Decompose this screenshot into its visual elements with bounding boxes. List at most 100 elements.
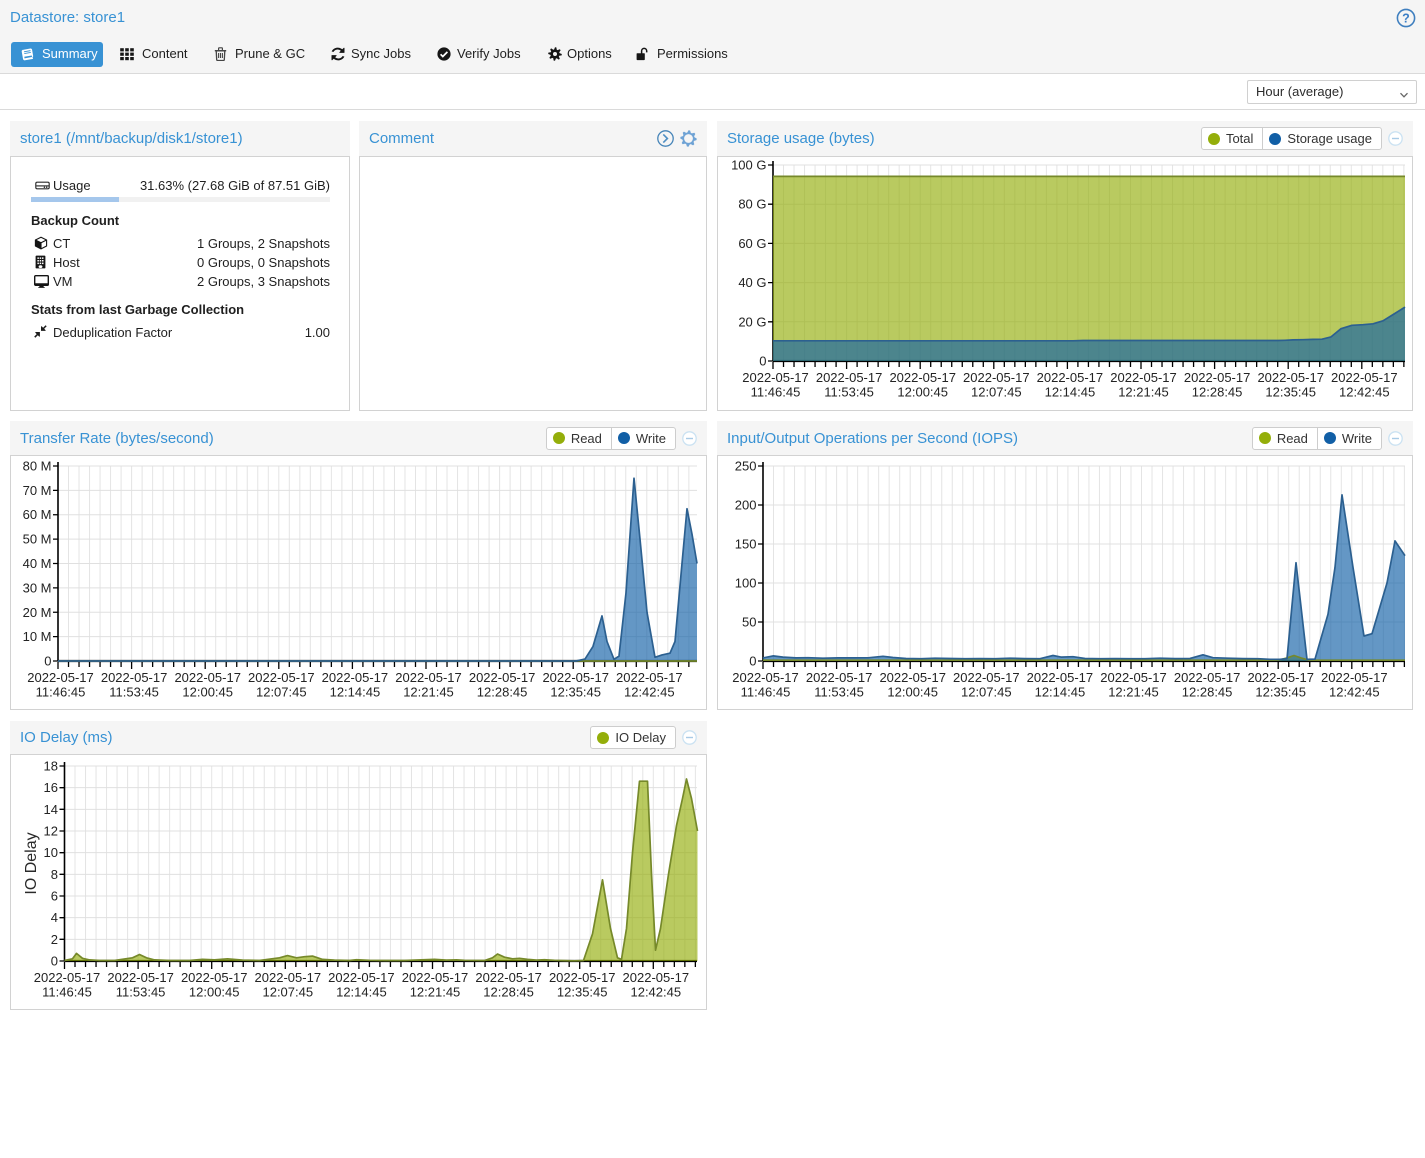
svg-text:2022-05-17: 2022-05-17 bbox=[1184, 370, 1251, 385]
svg-text:2022-05-17: 2022-05-17 bbox=[395, 670, 462, 685]
svg-text:2022-05-17: 2022-05-17 bbox=[469, 670, 536, 685]
svg-text:2022-05-17: 2022-05-17 bbox=[953, 670, 1020, 685]
svg-text:12:07:45: 12:07:45 bbox=[971, 385, 1022, 400]
svg-text:2022-05-17: 2022-05-17 bbox=[248, 670, 315, 685]
svg-text:12:28:45: 12:28:45 bbox=[1182, 685, 1233, 700]
svg-text:14: 14 bbox=[44, 802, 58, 817]
svg-text:2022-05-17: 2022-05-17 bbox=[1027, 670, 1094, 685]
svg-text:2022-05-17: 2022-05-17 bbox=[27, 670, 94, 685]
svg-text:11:46:45: 11:46:45 bbox=[36, 685, 86, 700]
svg-text:80 M: 80 M bbox=[23, 459, 52, 474]
svg-text:?: ? bbox=[1402, 12, 1410, 26]
svg-text:12:07:45: 12:07:45 bbox=[262, 985, 313, 1000]
svg-text:70 M: 70 M bbox=[23, 483, 52, 498]
svg-text:11:53:45: 11:53:45 bbox=[814, 685, 864, 700]
svg-text:2022-05-17: 2022-05-17 bbox=[101, 670, 168, 685]
svg-text:2022-05-17: 2022-05-17 bbox=[1037, 370, 1104, 385]
svg-text:12:14:45: 12:14:45 bbox=[330, 685, 381, 700]
svg-text:12:28:45: 12:28:45 bbox=[483, 985, 534, 1000]
svg-text:2022-05-17: 2022-05-17 bbox=[816, 370, 883, 385]
svg-text:12:28:45: 12:28:45 bbox=[477, 685, 528, 700]
svg-text:2022-05-17: 2022-05-17 bbox=[181, 970, 248, 985]
svg-text:20 G: 20 G bbox=[738, 314, 766, 329]
svg-text:150: 150 bbox=[735, 537, 757, 552]
svg-text:2022-05-17: 2022-05-17 bbox=[402, 970, 469, 985]
svg-text:12:14:45: 12:14:45 bbox=[1035, 685, 1086, 700]
svg-text:12:07:45: 12:07:45 bbox=[256, 685, 307, 700]
svg-text:11:46:45: 11:46:45 bbox=[741, 685, 791, 700]
svg-text:60 G: 60 G bbox=[738, 236, 766, 251]
svg-text:0: 0 bbox=[44, 654, 51, 669]
svg-text:30 M: 30 M bbox=[23, 580, 52, 595]
svg-text:12:42:45: 12:42:45 bbox=[1339, 385, 1390, 400]
svg-text:200: 200 bbox=[735, 498, 757, 513]
svg-text:2022-05-17: 2022-05-17 bbox=[623, 970, 690, 985]
svg-text:2022-05-17: 2022-05-17 bbox=[475, 970, 542, 985]
svg-text:12:00:45: 12:00:45 bbox=[182, 685, 233, 700]
svg-text:40 M: 40 M bbox=[23, 556, 52, 571]
svg-text:11:53:45: 11:53:45 bbox=[824, 385, 874, 400]
svg-text:2022-05-17: 2022-05-17 bbox=[1331, 370, 1398, 385]
svg-text:2022-05-17: 2022-05-17 bbox=[542, 670, 609, 685]
svg-text:12: 12 bbox=[44, 824, 58, 839]
svg-text:12:21:45: 12:21:45 bbox=[410, 985, 461, 1000]
svg-text:12:35:45: 12:35:45 bbox=[550, 685, 601, 700]
svg-text:11:53:45: 11:53:45 bbox=[116, 985, 166, 1000]
svg-text:10: 10 bbox=[44, 845, 58, 860]
svg-text:IO Delay: IO Delay bbox=[23, 832, 40, 894]
svg-text:100: 100 bbox=[735, 576, 757, 591]
svg-text:12:00:45: 12:00:45 bbox=[189, 985, 240, 1000]
svg-text:12:07:45: 12:07:45 bbox=[961, 685, 1012, 700]
svg-text:2022-05-17: 2022-05-17 bbox=[806, 670, 873, 685]
svg-text:11:53:45: 11:53:45 bbox=[109, 685, 159, 700]
svg-text:2022-05-17: 2022-05-17 bbox=[549, 970, 616, 985]
svg-text:12:42:45: 12:42:45 bbox=[630, 985, 681, 1000]
svg-text:2022-05-17: 2022-05-17 bbox=[879, 670, 946, 685]
svg-text:20 M: 20 M bbox=[23, 605, 52, 620]
svg-text:2022-05-17: 2022-05-17 bbox=[616, 670, 683, 685]
svg-text:2022-05-17: 2022-05-17 bbox=[107, 970, 174, 985]
svg-text:2022-05-17: 2022-05-17 bbox=[322, 670, 389, 685]
svg-text:2022-05-17: 2022-05-17 bbox=[1257, 370, 1324, 385]
svg-text:12:14:45: 12:14:45 bbox=[336, 985, 387, 1000]
svg-text:4: 4 bbox=[51, 910, 58, 925]
svg-text:2022-05-17: 2022-05-17 bbox=[1174, 670, 1241, 685]
svg-text:12:00:45: 12:00:45 bbox=[897, 385, 948, 400]
svg-text:50 M: 50 M bbox=[23, 532, 52, 547]
svg-text:12:14:45: 12:14:45 bbox=[1045, 385, 1096, 400]
svg-text:8: 8 bbox=[51, 867, 58, 882]
svg-text:80 G: 80 G bbox=[738, 197, 766, 212]
svg-text:0: 0 bbox=[759, 354, 766, 369]
svg-text:50: 50 bbox=[742, 615, 756, 630]
svg-text:10 M: 10 M bbox=[23, 629, 52, 644]
svg-text:12:00:45: 12:00:45 bbox=[887, 685, 938, 700]
svg-text:2022-05-17: 2022-05-17 bbox=[1110, 370, 1177, 385]
svg-text:2022-05-17: 2022-05-17 bbox=[742, 370, 809, 385]
svg-text:40 G: 40 G bbox=[738, 275, 766, 290]
svg-text:11:46:45: 11:46:45 bbox=[42, 985, 92, 1000]
svg-text:12:35:45: 12:35:45 bbox=[1255, 685, 1306, 700]
svg-text:2022-05-17: 2022-05-17 bbox=[328, 970, 395, 985]
svg-text:11:46:45: 11:46:45 bbox=[751, 385, 801, 400]
svg-text:2022-05-17: 2022-05-17 bbox=[1247, 670, 1314, 685]
svg-text:2022-05-17: 2022-05-17 bbox=[174, 670, 241, 685]
svg-text:250: 250 bbox=[735, 459, 757, 474]
svg-text:2022-05-17: 2022-05-17 bbox=[889, 370, 956, 385]
svg-text:2022-05-17: 2022-05-17 bbox=[1321, 670, 1388, 685]
svg-text:2022-05-17: 2022-05-17 bbox=[34, 970, 101, 985]
svg-text:12:21:45: 12:21:45 bbox=[1118, 385, 1169, 400]
svg-text:18: 18 bbox=[44, 759, 58, 774]
svg-text:60 M: 60 M bbox=[23, 507, 52, 522]
svg-text:2022-05-17: 2022-05-17 bbox=[963, 370, 1030, 385]
svg-text:12:35:45: 12:35:45 bbox=[557, 985, 608, 1000]
svg-text:100 G: 100 G bbox=[731, 158, 766, 173]
svg-text:2022-05-17: 2022-05-17 bbox=[1100, 670, 1167, 685]
svg-text:12:21:45: 12:21:45 bbox=[403, 685, 454, 700]
svg-text:2022-05-17: 2022-05-17 bbox=[732, 670, 799, 685]
svg-text:12:42:45: 12:42:45 bbox=[624, 685, 675, 700]
svg-text:12:35:45: 12:35:45 bbox=[1265, 385, 1316, 400]
svg-text:2: 2 bbox=[51, 932, 58, 947]
svg-text:0: 0 bbox=[51, 954, 58, 969]
svg-text:16: 16 bbox=[44, 780, 58, 795]
svg-text:12:42:45: 12:42:45 bbox=[1329, 685, 1380, 700]
